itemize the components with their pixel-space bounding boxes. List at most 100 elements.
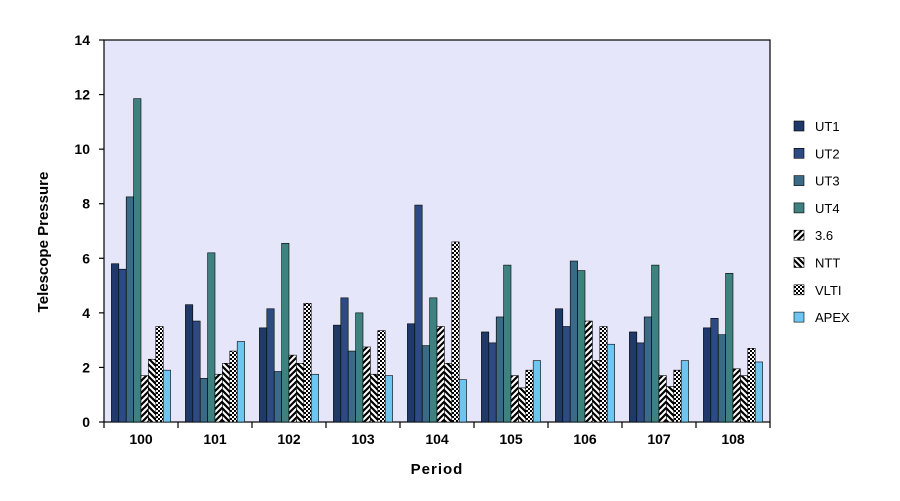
- x-tick-label: 101: [203, 431, 227, 447]
- bar-ut2-105: [488, 342, 497, 423]
- bar-ut4-108: [725, 272, 734, 423]
- bar-ut1-105: [481, 331, 490, 423]
- bar-ntt-105: [518, 387, 527, 423]
- x-axis-title: Period: [411, 461, 464, 478]
- bar-ut2-108: [710, 318, 719, 423]
- bar-ut3-101: [199, 378, 208, 423]
- y-tick-label: 8: [82, 196, 90, 212]
- bar-ut4-105: [503, 264, 512, 423]
- bar-apex-100: [162, 369, 171, 423]
- bar-ut3-105: [495, 316, 504, 423]
- bar-3-6-107: [658, 375, 667, 423]
- legend-swatch-ut1: [793, 120, 805, 132]
- bar-apex-103: [384, 375, 393, 423]
- bar-ntt-106: [592, 360, 601, 423]
- legend-swatch-vlti: [793, 284, 805, 296]
- y-axis-title: Telescope Pressure: [35, 172, 52, 313]
- bar-ut2-106: [562, 326, 571, 423]
- x-axis: 100 101 102 103 104 105 106 107 108: [103, 422, 771, 447]
- bar-ut3-106: [569, 260, 578, 423]
- bar-vlti-101: [229, 350, 238, 423]
- bar-ut3-102: [273, 371, 282, 423]
- bar-vlti-102: [303, 303, 312, 423]
- x-tick-label: 107: [647, 431, 671, 447]
- bar-apex-106: [606, 343, 615, 423]
- bar-apex-102: [310, 373, 319, 423]
- bar-vlti-106: [599, 326, 608, 423]
- bar-ut4-103: [355, 312, 364, 423]
- bar-apex-105: [532, 360, 541, 423]
- bar-ut2-100: [118, 268, 127, 423]
- y-tick-label: 2: [82, 359, 90, 375]
- bar-ntt-104: [444, 363, 453, 423]
- bar-3-6-106: [584, 320, 593, 423]
- y-axis: 0 2 4 6 8 10 12 14: [74, 32, 104, 430]
- y-tick-label: 6: [82, 250, 90, 266]
- legend-label-vlti: VLTI: [815, 283, 842, 298]
- bar-ut2-104: [414, 204, 423, 423]
- legend-swatch-ntt: [793, 257, 805, 268]
- legend-label-ut4: UT4: [815, 201, 840, 216]
- bar-ut1-101: [185, 304, 194, 423]
- bar-ut1-106: [555, 308, 564, 423]
- bar-vlti-107: [673, 369, 682, 423]
- bar-ut4-104: [429, 297, 438, 423]
- legend-label-ntt: NTT: [815, 256, 840, 271]
- bar-3-6-102: [288, 354, 297, 423]
- x-tick-label: 103: [351, 431, 375, 447]
- bar-ut1-100: [111, 263, 120, 423]
- bar-ut1-103: [333, 324, 342, 423]
- x-tick-label: 106: [573, 431, 597, 447]
- legend-label-3-6: 3.6: [815, 228, 833, 243]
- y-tick-label: 12: [74, 87, 90, 103]
- bar-ut4-107: [651, 264, 660, 423]
- bar-3-6-100: [140, 375, 149, 423]
- x-tick-label: 108: [721, 431, 745, 447]
- bar-apex-108: [754, 361, 763, 423]
- bar-ut3-100: [125, 196, 134, 423]
- legend-swatch-ut2: [793, 148, 805, 159]
- bar-ut2-102: [266, 308, 275, 423]
- bar-ut2-103: [340, 297, 349, 423]
- bar-vlti-108: [747, 348, 756, 423]
- x-tick-label: 100: [129, 431, 153, 447]
- bar-ut3-107: [643, 316, 652, 423]
- bar-vlti-105: [525, 369, 534, 423]
- bar-ut1-104: [407, 323, 416, 423]
- bar-ntt-102: [296, 363, 305, 423]
- bar-vlti-100: [155, 326, 164, 423]
- y-tick-label: 10: [74, 141, 90, 157]
- bar-ut3-108: [717, 334, 726, 423]
- bar-ut2-107: [636, 342, 645, 423]
- bars-group: [111, 98, 763, 423]
- y-tick-label: 14: [74, 32, 90, 48]
- x-tick-label: 102: [277, 431, 301, 447]
- bar-apex-101: [236, 341, 245, 423]
- bar-3-6-103: [362, 346, 371, 423]
- bar-3-6-104: [436, 326, 445, 423]
- bar-apex-104: [458, 379, 467, 423]
- legend-label-ut2: UT2: [815, 146, 840, 161]
- bar-ut1-108: [703, 327, 712, 423]
- legend: UT1 UT2 UT3 UT4 3.6 NTT VLTI APEX: [793, 119, 850, 325]
- x-tick-label: 105: [499, 431, 523, 447]
- bar-ut4-101: [207, 252, 216, 423]
- legend-swatch-ut3: [793, 175, 805, 186]
- bar-ut4-102: [281, 242, 290, 423]
- bar-ntt-100: [148, 358, 157, 423]
- legend-label-apex: APEX: [815, 310, 850, 325]
- bar-ut1-107: [629, 331, 638, 423]
- x-tick-label: 104: [425, 431, 449, 447]
- bar-3-6-108: [732, 368, 741, 423]
- y-tick-label: 0: [82, 414, 90, 430]
- bar-ntt-101: [222, 363, 231, 423]
- legend-label-ut3: UT3: [815, 174, 840, 189]
- bar-ut3-104: [421, 345, 430, 423]
- bar-ut1-102: [259, 327, 268, 423]
- bar-ntt-108: [740, 375, 749, 423]
- bar-ntt-107: [666, 386, 675, 423]
- y-tick-label: 4: [82, 305, 90, 321]
- legend-label-ut1: UT1: [815, 119, 840, 134]
- bar-3-6-101: [214, 373, 223, 423]
